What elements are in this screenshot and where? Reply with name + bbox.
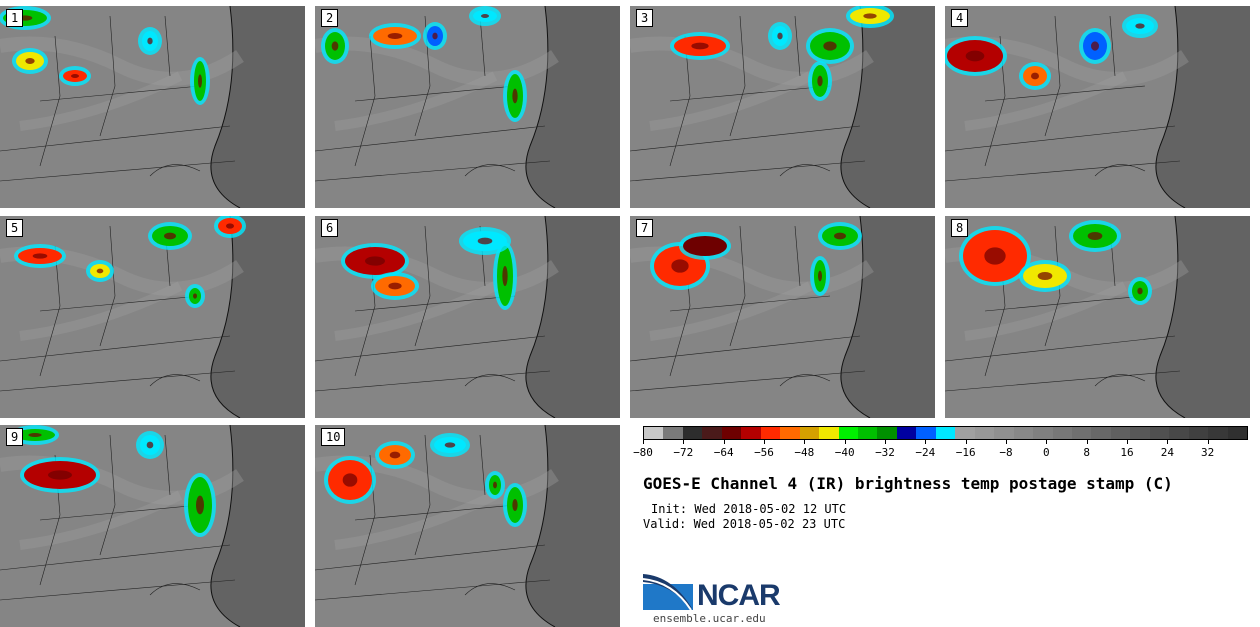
postage-stamp-panel: 10 (315, 425, 620, 627)
ir-map (630, 6, 935, 208)
colorbar-tick-label: 32 (1201, 446, 1215, 459)
colorbar-swatch (682, 427, 703, 439)
colorbar-swatch (838, 427, 858, 439)
colorbar-tick (1046, 440, 1048, 444)
postage-stamp-panel: 9 (0, 425, 305, 627)
panel-label: 9 (6, 428, 24, 446)
colorbar-tick (925, 440, 927, 444)
colorbar-tick-label: 24 (1160, 446, 1174, 459)
panel-label: 10 (321, 428, 346, 446)
colorbar-swatch (780, 427, 800, 439)
colorbar-tick-label: −64 (713, 446, 734, 459)
colorbar-swatch (974, 427, 995, 439)
panel-label: 4 (951, 9, 969, 27)
colorbar-tick (1006, 440, 1007, 444)
init-time: Init: Wed 2018-05-02 12 UTC (651, 502, 847, 516)
colorbar-swatch (1013, 427, 1034, 439)
valid-time: Valid: Wed 2018-05-02 23 UTC (643, 517, 846, 531)
ncar-url: ensemble.ucar.edu (653, 612, 766, 625)
ir-map (0, 216, 305, 418)
colorbar-tick-label: −32 (875, 446, 895, 459)
ncar-wordmark: NCAR (697, 579, 781, 612)
colorbar-swatch (955, 427, 975, 439)
colorbar-swatch (1149, 427, 1170, 439)
ir-map (945, 216, 1250, 418)
colorbar-swatch (760, 427, 781, 439)
ir-map (315, 6, 620, 208)
colorbar-tick-label: −80 (633, 446, 653, 459)
colorbar-swatch (663, 427, 683, 439)
postage-stamp-panel: 6 (315, 216, 620, 418)
colorbar-swatch (1130, 427, 1150, 439)
colorbar-tick (804, 440, 806, 444)
colorbar-tick (723, 440, 725, 444)
colorbar-swatch (896, 427, 917, 439)
postage-stamp-panel: 7 (630, 216, 935, 418)
colorbar-swatch (1071, 427, 1092, 439)
colorbar-tick-label: 0 (1043, 446, 1050, 459)
panel-label: 6 (321, 219, 339, 237)
colorbar (643, 426, 1248, 440)
panel-label: 3 (636, 9, 654, 27)
panel-label: 8 (951, 219, 969, 237)
colorbar-swatch (721, 427, 742, 439)
ir-map (0, 6, 305, 208)
ir-map (630, 216, 935, 418)
panel-label: 5 (6, 219, 24, 237)
colorbar-swatch (1188, 427, 1209, 439)
colorbar-tick-label: 16 (1120, 446, 1134, 459)
colorbar-tick-label: −48 (794, 446, 815, 459)
colorbar-tick (1167, 440, 1169, 444)
colorbar-swatch (916, 427, 936, 439)
panel-label: 2 (321, 9, 339, 27)
colorbar-swatch (644, 427, 664, 439)
colorbar-swatch (1110, 427, 1131, 439)
ncar-logo (643, 574, 693, 611)
colorbar-tick (1127, 440, 1128, 444)
colorbar-swatch (1169, 427, 1189, 439)
postage-stamp-panel: 5 (0, 216, 305, 418)
colorbar-swatch (1227, 427, 1248, 439)
postage-stamp-panel: 3 (630, 6, 935, 208)
colorbar-swatch (799, 427, 820, 439)
colorbar-swatch (857, 427, 878, 439)
colorbar-swatch (1052, 427, 1072, 439)
colorbar-swatch (935, 427, 956, 439)
colorbar-tick-label: −16 (955, 446, 976, 459)
postage-stamp-panel: 1 (0, 6, 305, 208)
ir-map (315, 216, 620, 418)
colorbar-tick-label: −24 (915, 446, 936, 459)
colorbar-tick (1086, 440, 1088, 444)
colorbar-swatch (1208, 427, 1228, 439)
postage-stamp-panel: 4 (945, 6, 1250, 208)
colorbar-tick (965, 440, 967, 444)
colorbar-tick (885, 440, 886, 444)
colorbar-swatch (994, 427, 1014, 439)
figure-title: GOES-E Channel 4 (IR) brightness temp po… (643, 474, 1173, 493)
colorbar-tick-label: −72 (673, 446, 694, 459)
colorbar-ticks: −80 −72 −64 −56 −48 −40 −32 −24 −16 −8 0 8 16 24 32 (633, 440, 1248, 460)
colorbar-tick-label: −8 (999, 446, 1013, 459)
colorbar-tick-label: 8 (1083, 446, 1090, 459)
colorbar-tick (643, 440, 644, 444)
colorbar-tick (683, 440, 685, 444)
postage-stamp-panel: 8 (945, 216, 1250, 418)
colorbar-swatch (1033, 427, 1053, 439)
ir-map (945, 6, 1250, 208)
ir-map (0, 425, 305, 627)
colorbar-tick (764, 440, 765, 444)
colorbar-swatch (877, 427, 897, 439)
panel-label: 7 (636, 219, 654, 237)
panel-label: 1 (6, 9, 24, 27)
colorbar-swatch (819, 427, 839, 439)
ir-map (315, 425, 620, 627)
colorbar-tick (844, 440, 846, 444)
colorbar-swatch (702, 427, 722, 439)
postage-stamp-panel: 2 (315, 6, 620, 208)
colorbar-tick-label: −40 (834, 446, 855, 459)
colorbar-tick-label: −56 (754, 446, 774, 459)
colorbar-swatch (1091, 427, 1111, 439)
colorbar-swatch (741, 427, 761, 439)
colorbar-tick (1207, 440, 1209, 444)
